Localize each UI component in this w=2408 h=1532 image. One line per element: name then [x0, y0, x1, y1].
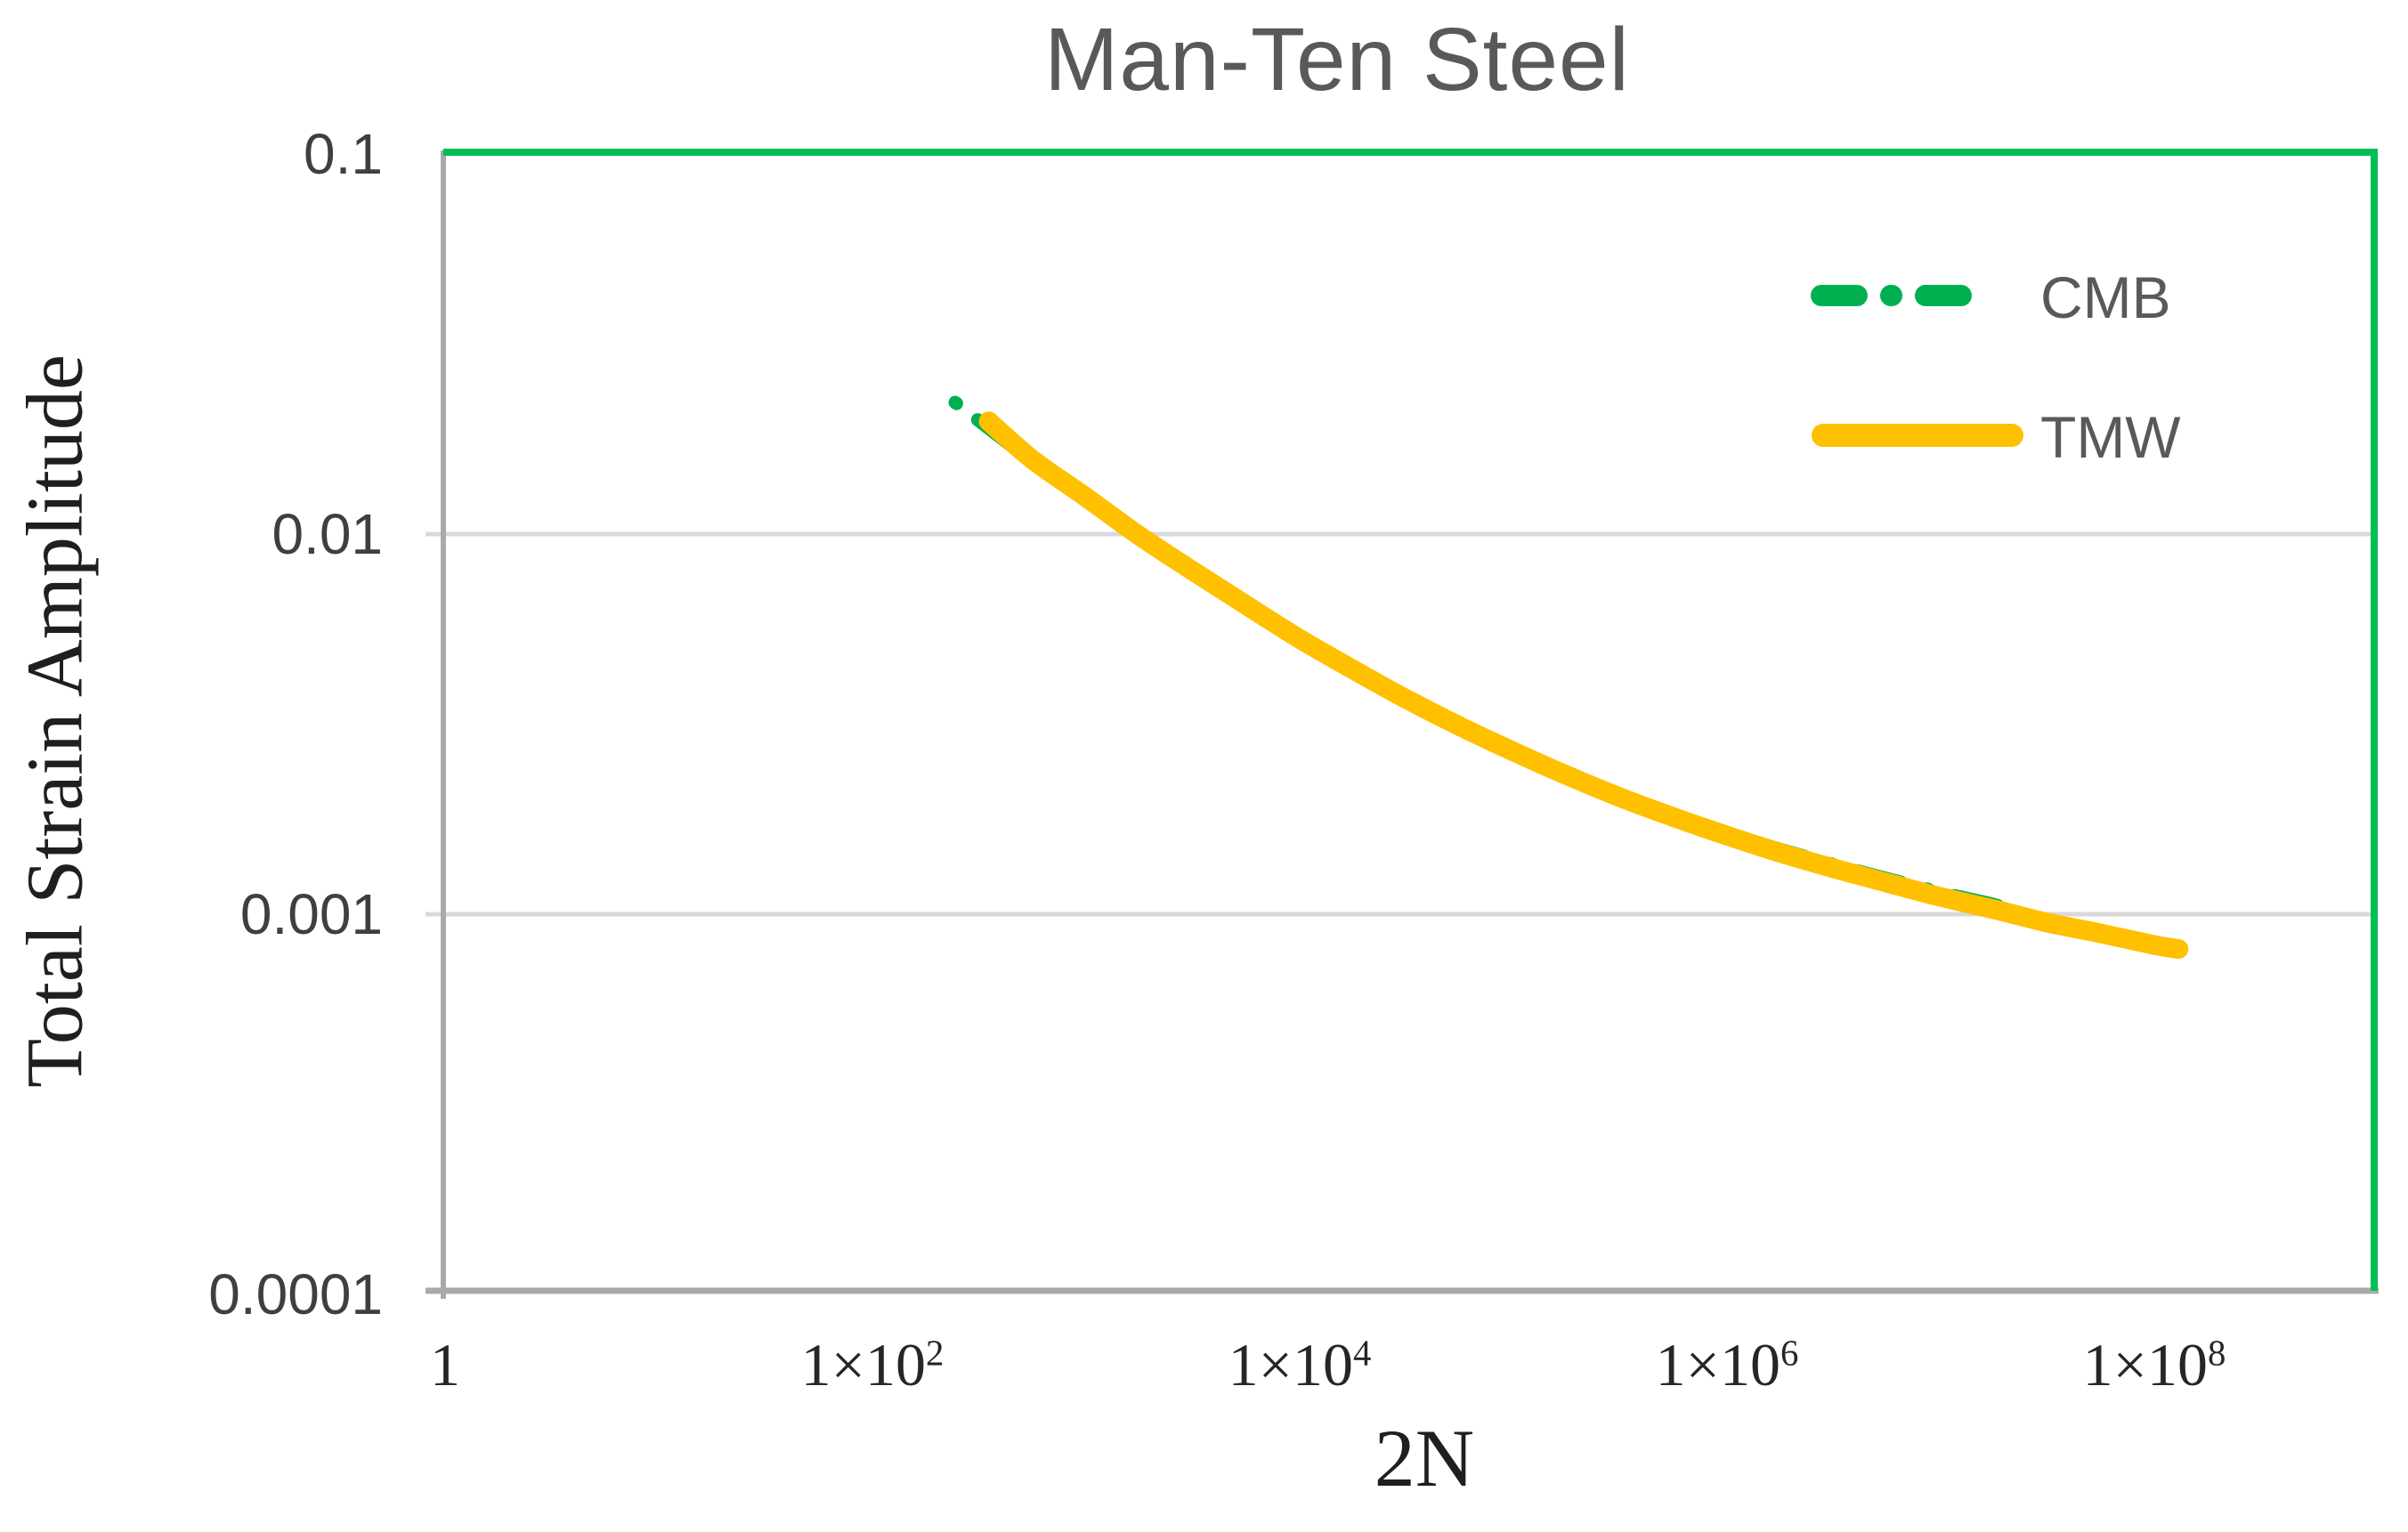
x-tick-label: 1×106 — [1656, 1330, 1799, 1400]
x-tick-exponent: 6 — [1780, 1333, 1799, 1374]
x-tick-base: 1×10 — [1655, 1331, 1780, 1398]
x-tick-label: 1×104 — [1228, 1330, 1372, 1400]
legend-label-cmb: CMB — [2040, 264, 2171, 330]
x-tick-base: 1 — [430, 1331, 460, 1398]
chart-title: Man-Ten Steel — [1044, 10, 1630, 109]
x-tick-label: 1×102 — [801, 1330, 945, 1400]
series-paths — [948, 395, 2189, 960]
y-tick-label: 0.1 — [304, 122, 383, 186]
y-tick-label: 0.001 — [239, 882, 383, 946]
gridlines — [426, 531, 2375, 917]
series-line-tmw — [978, 411, 2189, 960]
x-tick-base: 1×10 — [2082, 1331, 2208, 1398]
x-tick-exponent: 4 — [1352, 1333, 1372, 1374]
x-axis-title: 2N — [1374, 1413, 1475, 1504]
x-tick-exponent: 2 — [925, 1333, 945, 1374]
x-tick-base: 1×10 — [1228, 1331, 1353, 1398]
y-tick-label: 0.0001 — [208, 1262, 383, 1326]
x-tick-label: 1 — [430, 1330, 460, 1400]
x-tick-exponent: 8 — [2207, 1333, 2226, 1374]
x-tick-base: 1×10 — [800, 1331, 926, 1398]
x-tick-label: 1×108 — [2083, 1330, 2226, 1400]
legend-label-tmw: TMW — [2040, 404, 2181, 470]
y-tick-label: 0.01 — [272, 502, 383, 566]
series-line-cmb — [948, 395, 2012, 916]
y-axis-title: Total Strain Amplitude — [11, 354, 100, 1088]
legend-samples — [1811, 285, 2023, 447]
